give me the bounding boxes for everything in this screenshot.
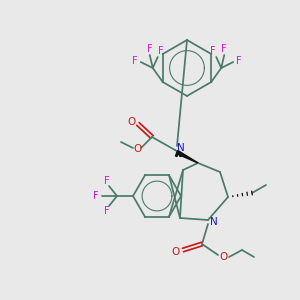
Text: F: F [104,206,110,216]
Text: O: O [171,247,179,257]
Text: F: F [221,44,227,54]
Text: O: O [127,117,135,127]
Polygon shape [176,150,198,163]
Text: O: O [133,144,141,154]
Text: F: F [147,44,153,54]
Text: F: F [210,46,216,56]
Text: O: O [220,252,228,262]
Text: F: F [236,56,242,66]
Text: F: F [132,56,138,66]
Text: N: N [210,217,218,227]
Text: N: N [177,143,185,153]
Text: F: F [93,191,99,201]
Text: F: F [104,176,110,186]
Text: F: F [158,46,164,56]
